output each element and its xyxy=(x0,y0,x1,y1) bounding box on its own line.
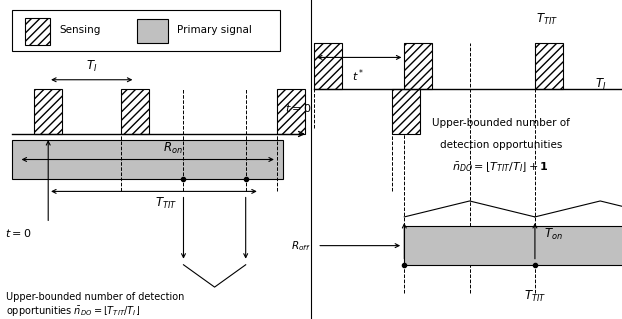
Text: $R_{on}$: $R_{on}$ xyxy=(163,141,182,156)
Text: $\bar{n}_{DO} = \lfloor T_{TIT}/T_I \rfloor + \mathbf{1}$: $\bar{n}_{DO} = \lfloor T_{TIT}/T_I \rfl… xyxy=(452,160,549,174)
Text: detection opportunities: detection opportunities xyxy=(440,140,562,150)
Text: $R_{off}$: $R_{off}$ xyxy=(291,239,311,253)
Text: Sensing: Sensing xyxy=(59,25,101,35)
Text: $T_{TIT}$: $T_{TIT}$ xyxy=(536,12,559,27)
Text: opportunities $\bar{n}_{DO} = \lfloor T_{TIT}/T_I \rfloor$: opportunities $\bar{n}_{DO} = \lfloor T_… xyxy=(6,305,141,319)
Text: $t=0$: $t=0$ xyxy=(5,227,31,239)
Bar xyxy=(12,10,280,51)
Bar xyxy=(12,140,283,179)
Bar xyxy=(121,89,149,134)
Text: $T_I$: $T_I$ xyxy=(86,59,98,74)
Bar xyxy=(404,226,622,265)
Text: $T_{TIT}$: $T_{TIT}$ xyxy=(156,196,177,211)
Text: $t=0$: $t=0$ xyxy=(285,102,311,115)
Text: $T_I$: $T_I$ xyxy=(595,77,606,92)
Bar xyxy=(137,19,168,43)
Bar xyxy=(25,18,50,45)
Bar xyxy=(34,89,62,134)
Bar xyxy=(277,89,305,134)
Bar xyxy=(314,43,342,89)
Bar xyxy=(392,89,420,134)
Text: $t^*$: $t^*$ xyxy=(351,67,364,84)
Text: Upper-bounded number of: Upper-bounded number of xyxy=(432,118,570,128)
Bar xyxy=(535,43,563,89)
Text: Primary signal: Primary signal xyxy=(177,25,252,35)
Text: Upper-bounded number of detection: Upper-bounded number of detection xyxy=(6,292,185,302)
Text: $T_{TIT}$: $T_{TIT}$ xyxy=(524,289,546,304)
Bar xyxy=(404,43,432,89)
Text: $T_{on}$: $T_{on}$ xyxy=(544,227,563,242)
